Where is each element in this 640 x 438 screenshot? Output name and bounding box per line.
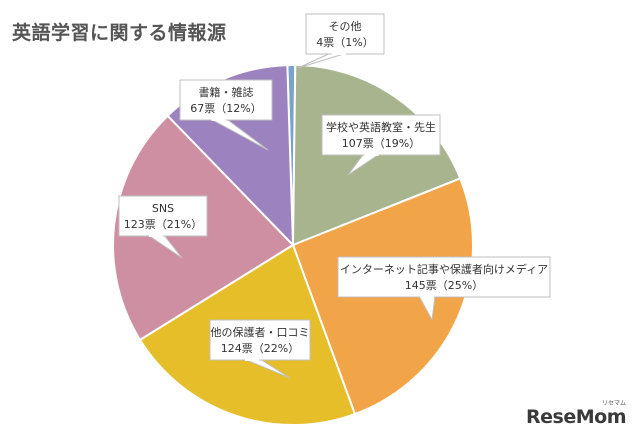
slice-label: SNS (152, 202, 174, 215)
chart-title: 英語学習に関する情報源 (12, 22, 227, 44)
callout-box (118, 195, 208, 237)
slice-label: 書籍・雑誌 (199, 85, 254, 99)
slice-label: 他の保護者・口コミ (211, 325, 310, 339)
slice-value-label: 124票（22%） (221, 342, 299, 355)
slice-callout: SNS 123票（21%） (118, 195, 208, 259)
slice-label: 学校や英語教室・先生 (326, 120, 436, 134)
callout-box (209, 319, 311, 361)
slice-callout: 他の保護者・口コミ 124票（22%） (209, 319, 311, 379)
slice-value-label: 123票（21%） (124, 218, 202, 231)
slice-callout: インターネット記事や保護者向けメディア 145票（25%） (337, 256, 551, 322)
slice-callout: その他 4票（1%） (297, 13, 385, 69)
callout-box (305, 13, 385, 55)
slice-value-label: 4票（1%） (316, 36, 373, 49)
slice-label: その他 (329, 20, 362, 33)
callout-box (179, 79, 273, 121)
callout-box (321, 114, 441, 156)
logo-kana: リセマム (601, 400, 626, 407)
slice-callout: 学校や英語教室・先生 107票（19%） (321, 114, 441, 176)
resemom-logo: ReseMom リセマム (526, 400, 626, 428)
slice-value-label: 145票（25%） (405, 279, 483, 292)
callout-box (337, 256, 551, 298)
slice-value-label: 107票（19%） (342, 137, 420, 150)
logo-text: ReseMom (526, 406, 626, 428)
slice-label: インターネット記事や保護者向けメディア (340, 262, 548, 276)
slice-callout: 書籍・雑誌 67票（12%） (179, 79, 273, 151)
callout-pointer (297, 52, 347, 69)
slice-value-label: 67票（12%） (190, 102, 261, 115)
